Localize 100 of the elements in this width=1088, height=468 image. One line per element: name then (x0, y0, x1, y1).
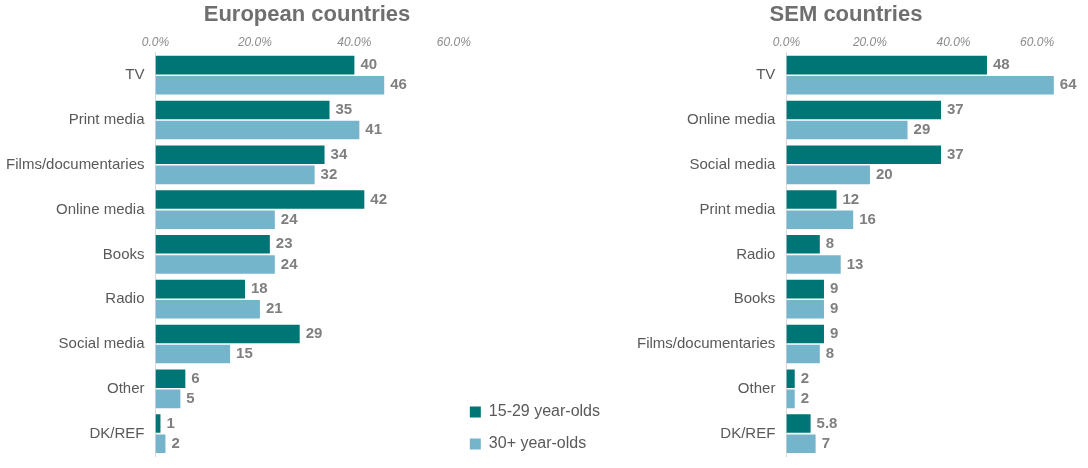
y-tick-label: Books (733, 289, 776, 307)
bar (786, 76, 1054, 95)
data-label: 64 (1059, 75, 1078, 93)
bar (155, 210, 275, 229)
y-tick-label: Online media (686, 110, 777, 128)
data-label: 5 (186, 389, 195, 407)
data-label: 12 (842, 189, 860, 207)
y-tick-label: Radio (105, 289, 145, 307)
data-label: 40 (360, 55, 378, 73)
data-label: 9 (829, 299, 839, 317)
data-label: 23 (275, 234, 293, 252)
data-label: 48 (992, 55, 1010, 73)
bar (786, 165, 870, 185)
data-label: 6 (191, 368, 200, 386)
chart-title: SEM countries (769, 1, 923, 27)
y-tick-label: Print media (68, 110, 146, 128)
bar (786, 389, 795, 409)
data-label: 13 (846, 254, 864, 272)
y-tick-label: Social media (58, 334, 146, 352)
bar (786, 369, 795, 388)
bar (155, 190, 365, 209)
data-label: 1 (166, 413, 175, 431)
bar (155, 279, 245, 299)
data-label: 41 (365, 120, 383, 138)
data-label: 2 (800, 368, 810, 386)
data-label: 8 (825, 344, 835, 362)
bar (786, 414, 811, 433)
bar (155, 369, 186, 388)
x-tick-label: 0.0% (141, 34, 170, 49)
bar (155, 389, 181, 409)
bar (155, 100, 330, 120)
y-tick-label: Other (106, 378, 145, 396)
y-tick-label: Films/documentaries (636, 334, 776, 352)
y-tick-label: Social media (689, 154, 777, 172)
bar (155, 344, 231, 364)
bar (155, 55, 355, 75)
bar (786, 145, 941, 164)
x-tick-label: 0.0% (772, 34, 801, 49)
x-tick-label: 20.0% (236, 34, 273, 49)
data-label: 37 (946, 100, 964, 118)
bar (786, 55, 987, 75)
y-tick-label: Print media (699, 199, 777, 217)
bar (155, 76, 385, 95)
data-label: 5.8 (816, 413, 838, 431)
data-label: 32 (320, 165, 338, 183)
x-tick-label: 60.0% (1020, 34, 1055, 49)
data-label: 20 (875, 165, 893, 183)
bar (786, 324, 824, 344)
y-tick-label: Radio (736, 244, 776, 262)
data-label: 2 (171, 433, 180, 451)
bar (786, 279, 824, 299)
bar (155, 165, 315, 185)
y-tick-label: DK/REF (720, 423, 776, 441)
data-label: 8 (825, 234, 835, 252)
bar (155, 120, 360, 140)
data-label: 9 (829, 279, 839, 297)
bar (786, 434, 816, 453)
bar (786, 300, 824, 319)
y-tick-label: TV (125, 65, 145, 83)
data-label: 34 (330, 144, 348, 162)
y-tick-label: TV (756, 65, 776, 83)
data-label: 37 (946, 144, 964, 162)
bar (155, 434, 166, 453)
y-tick-label: Books (102, 244, 145, 262)
bar (155, 255, 275, 274)
data-label: 15 (236, 344, 253, 362)
y-tick-label: Films/documentaries (6, 154, 145, 172)
x-tick-label: 20.0% (851, 34, 888, 49)
bar (786, 100, 941, 120)
x-tick-label: 40.0% (337, 34, 372, 49)
bar (786, 210, 854, 229)
bar (786, 190, 837, 209)
data-label: 24 (280, 254, 299, 272)
data-label: 9 (829, 324, 839, 342)
y-tick-label: Online media (56, 199, 146, 217)
bar (155, 145, 325, 164)
data-label: 29 (305, 324, 323, 342)
data-label: 16 (859, 209, 876, 227)
bar (155, 324, 300, 344)
data-label: 7 (821, 433, 830, 451)
data-label: 18 (251, 279, 268, 297)
x-tick-label: 60.0% (436, 34, 472, 49)
y-tick-label: Other (737, 378, 776, 396)
y-tick-label: DK/REF (89, 423, 145, 441)
bar (786, 344, 820, 364)
legend-label: 15-29 year-olds (488, 402, 600, 420)
bar (155, 300, 260, 319)
data-label: 2 (800, 389, 810, 407)
bar (786, 255, 841, 274)
bar (786, 235, 820, 254)
data-label: 35 (335, 100, 353, 118)
data-label: 24 (280, 209, 299, 227)
data-label: 46 (390, 75, 407, 93)
chart-title: European countries (203, 1, 411, 27)
data-label: 21 (265, 299, 283, 317)
bar (155, 235, 270, 254)
bar (786, 120, 908, 140)
legend-label: 30+ year-olds (488, 434, 587, 452)
data-label: 42 (370, 189, 388, 207)
data-label: 29 (913, 120, 931, 138)
